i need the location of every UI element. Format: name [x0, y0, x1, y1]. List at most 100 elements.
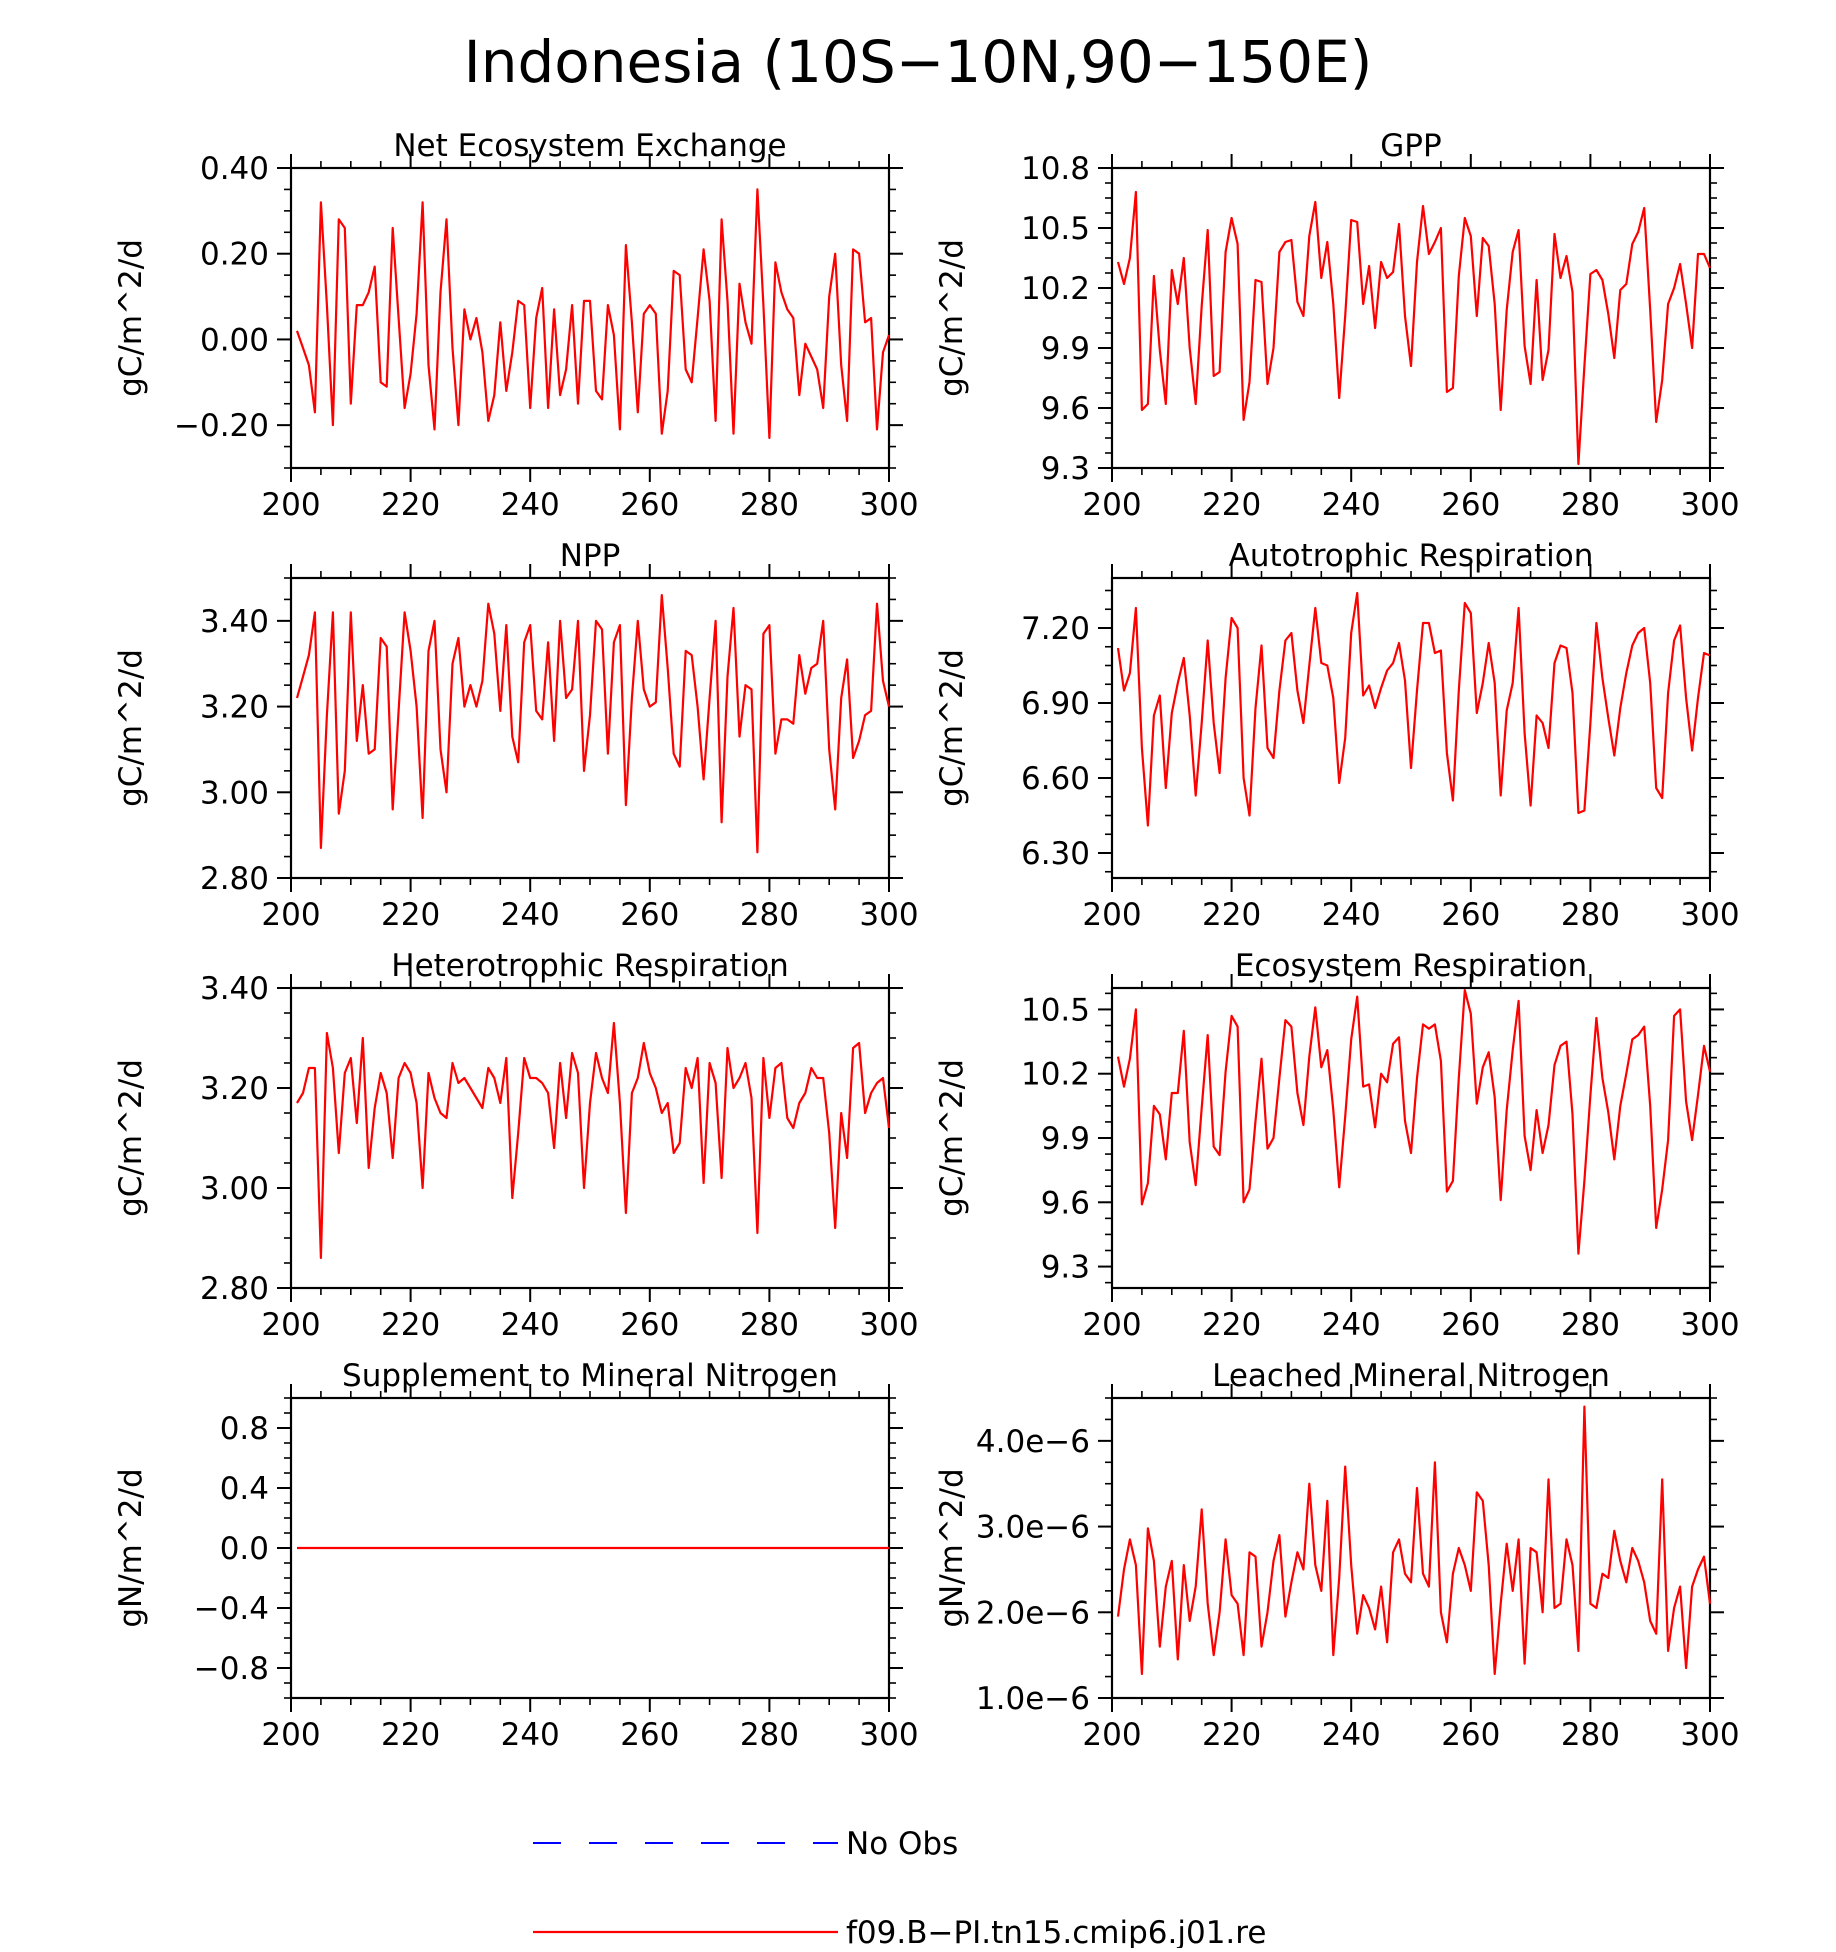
x-tick-label: 240: [1322, 1307, 1381, 1343]
panel-title: GPP: [1380, 128, 1441, 164]
y-tick-label: 0.0: [220, 1531, 269, 1567]
y-tick-label: 2.80: [200, 1271, 269, 1307]
panel-title: NPP: [560, 538, 621, 574]
y-tick-label: 0.4: [220, 1471, 269, 1507]
series-line-1: [1116, 591, 1711, 827]
plot-frame: [289, 576, 891, 880]
series-line-1: [1116, 1405, 1712, 1676]
y-tick-label: 6.30: [1021, 836, 1090, 872]
panels: Net Ecosystem Exchange gC/m^2/d 200 220 240 2…: [113, 128, 1740, 1753]
panel-title: Ecosystem Respiration: [1235, 948, 1587, 984]
x-tick-label: 300: [859, 897, 918, 933]
x-tick-label: 220: [381, 1717, 440, 1753]
x-tick-label: 220: [1202, 1717, 1261, 1753]
x-tick-label: 300: [859, 487, 918, 523]
x-tick-label: 240: [1322, 1717, 1381, 1753]
y-tick-label: 10.5: [1021, 211, 1090, 247]
x-tick-label: 300: [1680, 1307, 1739, 1343]
x-tick-label: 200: [261, 1717, 320, 1753]
x-tick-label: 220: [1202, 897, 1261, 933]
x-tick-label: 260: [1441, 1307, 1500, 1343]
x-tick-label: 260: [1441, 897, 1500, 933]
y-tick-label: 9.9: [1041, 1121, 1090, 1157]
y-tick-label: 2.80: [200, 861, 269, 897]
x-tick-label: 200: [1082, 1307, 1141, 1343]
x-tick-label: 220: [1202, 487, 1261, 523]
plot-frame: [1110, 1396, 1712, 1700]
x-tick-label: 280: [1561, 897, 1620, 933]
y-axis-label: gN/m^2/d: [113, 1468, 149, 1627]
x-tick-label: 240: [1322, 897, 1381, 933]
y-tick-label: 3.40: [200, 971, 269, 1007]
series-line-1: [296, 1021, 891, 1260]
y-tick-label: 9.6: [1041, 1185, 1090, 1221]
x-tick-label: 220: [381, 897, 440, 933]
y-tick-label: 10.2: [1021, 271, 1090, 307]
legend-label-model: f09.B−PI.tn15.cmip6.j01.re: [846, 1915, 1266, 1948]
x-tick-label: 300: [859, 1717, 918, 1753]
x-tick-label: 260: [620, 1717, 679, 1753]
x-tick-label: 200: [1082, 1717, 1141, 1753]
y-tick-label: 1.0e−6: [976, 1681, 1090, 1717]
y-tick-label: 0.00: [200, 322, 269, 358]
y-tick-label: −0.8: [194, 1651, 269, 1687]
x-tick-label: 200: [1082, 897, 1141, 933]
y-tick-label: 9.3: [1041, 1250, 1090, 1286]
x-tick-label: 240: [501, 487, 560, 523]
y-tick-label: 10.5: [1021, 992, 1090, 1028]
legend: No Obs f09.B−PI.tn15.cmip6.j01.re: [533, 1826, 1266, 1951]
x-tick-label: 300: [859, 1307, 918, 1343]
y-tick-label: 10.8: [1021, 151, 1090, 187]
x-tick-label: 200: [261, 487, 320, 523]
x-tick-label: 200: [1082, 487, 1141, 523]
y-tick-label: 3.00: [200, 1171, 269, 1207]
plot-frame: [289, 166, 891, 470]
x-tick-label: 300: [1680, 487, 1739, 523]
y-tick-label: 2.0e−6: [976, 1595, 1090, 1631]
y-tick-label: 3.20: [200, 1071, 269, 1107]
y-tick-label: 3.40: [200, 604, 269, 640]
y-tick-label: 3.00: [200, 775, 269, 811]
x-tick-label: 220: [1202, 1307, 1261, 1343]
x-tick-label: 200: [261, 1307, 320, 1343]
x-tick-label: 280: [740, 897, 799, 933]
x-tick-label: 280: [740, 1717, 799, 1753]
x-tick-label: 260: [620, 1307, 679, 1343]
y-tick-label: 6.60: [1021, 761, 1090, 797]
panel-gpp: GPP gC/m^2/d 200 220 240 260 280 300 9.3 9.6 9.9 10…: [934, 128, 1740, 523]
x-tick-label: 260: [1441, 487, 1500, 523]
y-tick-label: 10.2: [1021, 1057, 1090, 1093]
x-tick-label: 280: [1561, 1717, 1620, 1753]
x-tick-label: 200: [261, 897, 320, 933]
y-axis-label: gC/m^2/d: [113, 1059, 149, 1217]
y-tick-label: 9.3: [1041, 451, 1090, 487]
x-tick-label: 280: [1561, 1307, 1620, 1343]
y-tick-label: 9.6: [1041, 391, 1090, 427]
x-tick-label: 240: [501, 1307, 560, 1343]
y-tick-label: −0.4: [194, 1591, 269, 1627]
panel-supplement-to-mineral-nitrogen: Supplement to Mineral Nitrogen gN/m^2/d 20…: [113, 1358, 919, 1753]
y-axis-label: gC/m^2/d: [934, 239, 970, 397]
y-tick-label: 3.20: [200, 690, 269, 726]
x-tick-label: 300: [1680, 1717, 1739, 1753]
y-axis-label: gN/m^2/d: [934, 1468, 970, 1627]
x-tick-label: 280: [1561, 487, 1620, 523]
panel-leached-mineral-nitrogen: Leached Mineral Nitrogen gN/m^2/d 200 220 24…: [934, 1358, 1740, 1753]
plot-frame: [289, 986, 891, 1290]
x-tick-label: 280: [740, 1307, 799, 1343]
x-tick-label: 260: [620, 897, 679, 933]
series-line-1: [295, 593, 891, 854]
y-axis-label: gC/m^2/d: [113, 239, 149, 397]
y-tick-label: 7.20: [1021, 611, 1090, 647]
y-tick-label: 4.0e−6: [976, 1424, 1090, 1460]
series-line-1: [295, 188, 891, 440]
y-tick-label: 6.90: [1021, 686, 1090, 722]
y-axis-label: gC/m^2/d: [113, 649, 149, 807]
y-tick-label: 0.40: [200, 151, 269, 187]
x-tick-label: 280: [740, 487, 799, 523]
panel-title: Autotrophic Respiration: [1229, 538, 1594, 574]
x-tick-label: 240: [501, 1717, 560, 1753]
panel-autotrophic-respiration: Autotrophic Respiration gC/m^2/d 200 220 240…: [934, 538, 1740, 933]
